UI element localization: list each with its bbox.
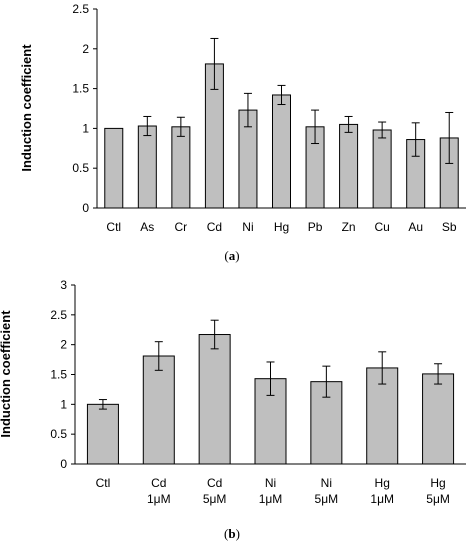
- x-tick-label: Cu: [374, 220, 389, 234]
- x-tick-label: Ni: [265, 476, 276, 490]
- x-tick-label: Cd: [151, 476, 166, 490]
- y-tick-label: 1: [82, 121, 89, 135]
- bar: [142, 355, 175, 465]
- x-tick-label: Hg: [430, 476, 445, 490]
- x-tick-sublabel: 5μM: [426, 492, 450, 506]
- y-tick-label: 0: [60, 457, 67, 471]
- x-tick-label: Pb: [308, 220, 323, 234]
- bar: [171, 126, 191, 209]
- x-tick-sublabel: 1μM: [259, 492, 283, 506]
- x-tick-label: Ni: [242, 220, 253, 234]
- chart-b: 0 0.5 1 1.5 2 2.5 3 Ctl Cd 1μM Cd 5μM Ni 1μM Ni 5μM Hg 1μ…: [0, 278, 466, 541]
- chart-a: 0 0.5 1 1.5 2 2.5 Ctl As Cr Cd Ni Hg Pb Zn Cu Au Sb Induc…: [19, 2, 466, 263]
- y-tick-label: 2: [60, 338, 67, 352]
- y-tick-label: 2.5: [72, 2, 89, 16]
- x-tick-sublabel: 1μM: [147, 492, 171, 506]
- bar: [198, 334, 231, 465]
- bar: [339, 123, 359, 209]
- bar: [372, 129, 392, 209]
- y-tick-label: 2.5: [50, 308, 67, 322]
- bar: [104, 127, 124, 209]
- x-tick-label: Ctl: [96, 476, 111, 490]
- bar: [86, 403, 119, 465]
- x-tick-label: Zn: [342, 220, 356, 234]
- x-tick-label: Ctl: [106, 220, 121, 234]
- bar: [137, 125, 157, 209]
- x-tick-sublabel: 1μM: [370, 492, 394, 506]
- x-tick-label: Hg: [274, 220, 289, 234]
- panel-label: (b): [224, 526, 240, 541]
- y-axis-label: Induction coefficient: [0, 310, 13, 438]
- x-tick-label: As: [140, 220, 154, 234]
- y-tick-label: 1.5: [50, 368, 67, 382]
- x-tick-sublabel: 5μM: [203, 492, 227, 506]
- y-tick-label: 0.5: [50, 427, 67, 441]
- x-tick-label: Ni: [321, 476, 332, 490]
- x-tick-label: Sb: [442, 220, 457, 234]
- y-tick-label: 3: [60, 278, 67, 292]
- x-tick-label: Cd: [207, 476, 222, 490]
- x-tick-label: Au: [408, 220, 423, 234]
- x-tick-label: Hg: [375, 476, 390, 490]
- bar: [272, 94, 291, 209]
- x-tick-label: Cr: [175, 220, 188, 234]
- y-axis-label: Induction coefficient: [19, 44, 34, 172]
- y-tick-label: 0.5: [72, 161, 89, 175]
- bar: [422, 373, 455, 465]
- y-tick-label: 1.5: [72, 82, 89, 96]
- panel-label: (a): [224, 248, 239, 263]
- x-tick-label: Cd: [207, 220, 222, 234]
- x-tick-sublabel: 5μM: [315, 492, 339, 506]
- y-tick-label: 2: [82, 42, 89, 56]
- y-tick-label: 0: [82, 201, 89, 215]
- y-tick-label: 1: [60, 397, 67, 411]
